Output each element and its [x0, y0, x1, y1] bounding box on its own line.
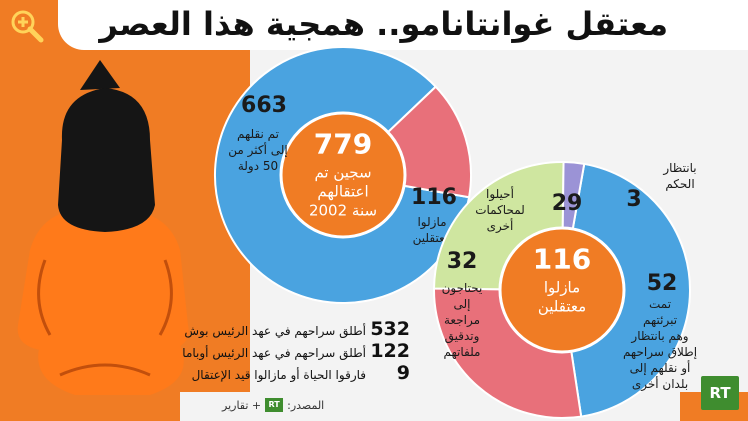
legend-value: 532 — [370, 318, 410, 340]
slice-value: 29 — [552, 191, 583, 216]
legend-value: 122 — [370, 340, 410, 362]
center-label: سجين تم اعتقالهم سنة 2002 — [309, 163, 377, 219]
slice-value: 116 — [411, 185, 457, 210]
slice-label: يحتاجون إلى مراجعة وتدقيق ملفاتهم — [442, 281, 483, 359]
slice-value: 3 — [626, 187, 641, 212]
slice-label: تمت تبرئتهم وهم بانتظار إطلاق سراحهم أو نقله… — [623, 297, 697, 392]
title-banner — [58, 0, 748, 50]
slice-value: 52 — [647, 271, 678, 296]
rt-logo: RT — [701, 376, 739, 410]
legend-text: أطلق سراحهم في عهد الرئيس أوباما — [182, 346, 366, 360]
center-value: 116 — [533, 242, 591, 275]
donut-center — [279, 111, 407, 239]
legend-row: 532 أطلق سراحهم في عهد الرئيس بوش — [184, 318, 410, 340]
legend-value: 9 — [396, 362, 410, 384]
center-value: 779 — [314, 127, 372, 160]
rt-mini-logo: RT — [265, 398, 284, 412]
pie-slice — [560, 162, 691, 418]
legend-text: أطلق سراحهم في عهد الرئيس بوش — [184, 324, 366, 338]
zoom-in-icon[interactable] — [8, 8, 48, 44]
slice-value: 32 — [447, 249, 478, 274]
prisoner-illustration — [17, 60, 189, 395]
slice-value: 663 — [241, 93, 287, 118]
slice-label: بانتظار الحكم — [662, 161, 696, 191]
center-label: مازلوا معتقلين — [538, 278, 586, 315]
source-label: المصدر: — [287, 398, 325, 412]
source-credit: المصدر: RT + تقارير — [222, 398, 324, 412]
legend-text: فارقوا الحياة أو مازالوا قيد الإعتقال — [191, 368, 366, 382]
page-title: معتقل غوانتانامو.. همجية هذا العصر — [99, 5, 668, 43]
legend-row: 122 أطلق سراحهم في عهد الرئيس أوباما — [182, 340, 410, 362]
release-legend: 532 أطلق سراحهم في عهد الرئيس بوش 122 أط… — [182, 318, 410, 384]
legend-row: 9 فارقوا الحياة أو مازالوا قيد الإعتقال — [185, 362, 410, 384]
source-suffix: + تقارير — [222, 398, 262, 412]
slice-label: مازلوا معتقلين — [413, 215, 452, 246]
donut-center — [498, 226, 626, 354]
slice-label: تم نقلهم إلى أكثر من 50 دولة — [228, 127, 287, 174]
slice-label: أحيلوا لمحاكمات أخرى — [475, 186, 525, 234]
